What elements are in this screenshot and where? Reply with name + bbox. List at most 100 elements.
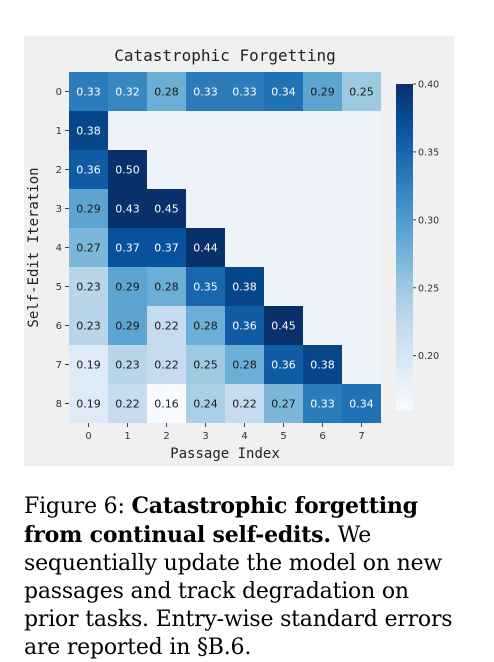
heatmap-cell: [69, 72, 108, 111]
x-tick-label: 4: [241, 431, 247, 442]
heatmap-cell: [303, 345, 342, 384]
colorbar-tick-label: 0.40: [418, 80, 439, 91]
cell-value-label: 0.36: [232, 320, 257, 333]
cell-value-label: 0.29: [115, 281, 140, 294]
heatmap-cell: [186, 306, 225, 345]
cell-value-label: 0.19: [76, 398, 101, 411]
caption-bold: Catastrophic forgetting from continual s…: [24, 493, 418, 548]
heatmap-cell: [108, 267, 147, 306]
heatmap-cell: [147, 72, 186, 111]
cell-value-label: 0.32: [115, 86, 140, 99]
y-tick-label: 0: [56, 87, 62, 98]
x-tick-label: 1: [124, 431, 130, 442]
cell-value-label: 0.33: [193, 86, 218, 99]
heatmap-cell: [147, 189, 186, 228]
heatmap-chart: 0.33 0.32 0.28 0.33 0.33 0.34 0.29 0.25 0.38 0.36…: [26, 46, 439, 462]
y-axis-label: Self-Edit Iteration: [26, 167, 42, 327]
x-tick-label: 6: [319, 431, 325, 442]
colorbar-tick-label: 0.25: [418, 283, 439, 294]
heatmap-cell: [108, 72, 147, 111]
heatmap-cell: [69, 306, 108, 345]
cell-value-label: 0.28: [154, 86, 179, 99]
cell-value-label: 0.22: [115, 398, 140, 411]
cell-value-label: 0.45: [154, 203, 179, 216]
y-tick-label: 4: [56, 243, 62, 254]
x-tick-label: 7: [358, 431, 364, 442]
x-tick-label: 2: [163, 431, 169, 442]
heatmap-cell: [147, 306, 186, 345]
heatmap-cell: [225, 306, 264, 345]
cell-value-label: 0.38: [310, 359, 335, 372]
y-tick-label: 6: [56, 321, 62, 332]
heatmap-cell: [69, 384, 108, 423]
cell-value-label: 0.24: [193, 398, 218, 411]
cell-value-label: 0.29: [310, 86, 335, 99]
y-tick-label: 8: [56, 399, 62, 410]
heatmap-cell: [147, 384, 186, 423]
y-tick-label: 3: [56, 204, 62, 215]
heatmap-cell: [69, 267, 108, 306]
cell-value-label: 0.29: [115, 320, 140, 333]
cell-value-label: 0.34: [271, 86, 296, 99]
cell-value-label: 0.22: [154, 359, 179, 372]
cell-value-label: 0.36: [76, 164, 101, 177]
heatmap-cell: [264, 384, 303, 423]
cell-value-label: 0.23: [76, 281, 101, 294]
cell-value-label: 0.25: [193, 359, 218, 372]
heatmap-cell: [342, 384, 381, 423]
heatmap-cell: [69, 111, 108, 150]
colorbar-tick-label: 0.20: [418, 351, 439, 362]
colorbar: [396, 84, 413, 410]
heatmap-cell: [108, 150, 147, 189]
heatmap-cell: [225, 384, 264, 423]
cell-value-label: 0.37: [154, 242, 179, 255]
cell-value-label: 0.16: [154, 398, 179, 411]
x-tick-label: 0: [85, 431, 91, 442]
heatmap-cell: [264, 72, 303, 111]
y-tick-label: 5: [56, 282, 62, 293]
chart-title: Catastrophic Forgetting: [114, 46, 336, 65]
y-tick-label: 2: [56, 165, 62, 176]
heatmap-cell: [108, 189, 147, 228]
cell-value-label: 0.25: [349, 86, 374, 99]
heatmap-cell: [303, 384, 342, 423]
heatmap-cell: [342, 72, 381, 111]
cell-value-label: 0.37: [115, 242, 140, 255]
heatmap-cell: [225, 267, 264, 306]
heatmap-cell: [264, 306, 303, 345]
x-axis-label: Passage Index: [170, 446, 280, 462]
cell-value-label: 0.38: [76, 125, 101, 138]
cell-value-label: 0.27: [76, 242, 101, 255]
cell-value-label: 0.19: [76, 359, 101, 372]
cell-value-label: 0.35: [193, 281, 218, 294]
cell-value-label: 0.22: [154, 320, 179, 333]
cell-value-label: 0.34: [349, 398, 374, 411]
cell-value-label: 0.27: [271, 398, 296, 411]
heatmap-cell: [147, 267, 186, 306]
heatmap-cell: [69, 150, 108, 189]
heatmap-cell: [225, 345, 264, 384]
heatmap-cell: [69, 228, 108, 267]
heatmap-cell: [186, 345, 225, 384]
figure-panel: 0.33 0.32 0.28 0.33 0.33 0.34 0.29 0.25 0.38 0.36…: [24, 36, 454, 466]
cell-value-label: 0.23: [115, 359, 140, 372]
cell-value-label: 0.33: [76, 86, 101, 99]
y-tick-label: 7: [56, 360, 62, 371]
caption-prefix: Figure 6:: [24, 494, 132, 519]
y-tick-label: 1: [56, 126, 62, 137]
x-tick-label: 5: [280, 431, 286, 442]
cell-value-label: 0.22: [232, 398, 257, 411]
cell-value-label: 0.29: [76, 203, 101, 216]
cell-value-label: 0.43: [115, 203, 140, 216]
heatmap-cell: [69, 345, 108, 384]
cell-value-label: 0.23: [76, 320, 101, 333]
heatmap-cell: [108, 228, 147, 267]
heatmap-cell: [108, 384, 147, 423]
cell-value-label: 0.50: [115, 164, 140, 177]
heatmap-cell: [225, 72, 264, 111]
heatmap-cell: [108, 345, 147, 384]
heatmap-cell: [69, 189, 108, 228]
heatmap-cell: [147, 228, 186, 267]
cell-value-label: 0.38: [232, 281, 257, 294]
heatmap-cell: [186, 384, 225, 423]
